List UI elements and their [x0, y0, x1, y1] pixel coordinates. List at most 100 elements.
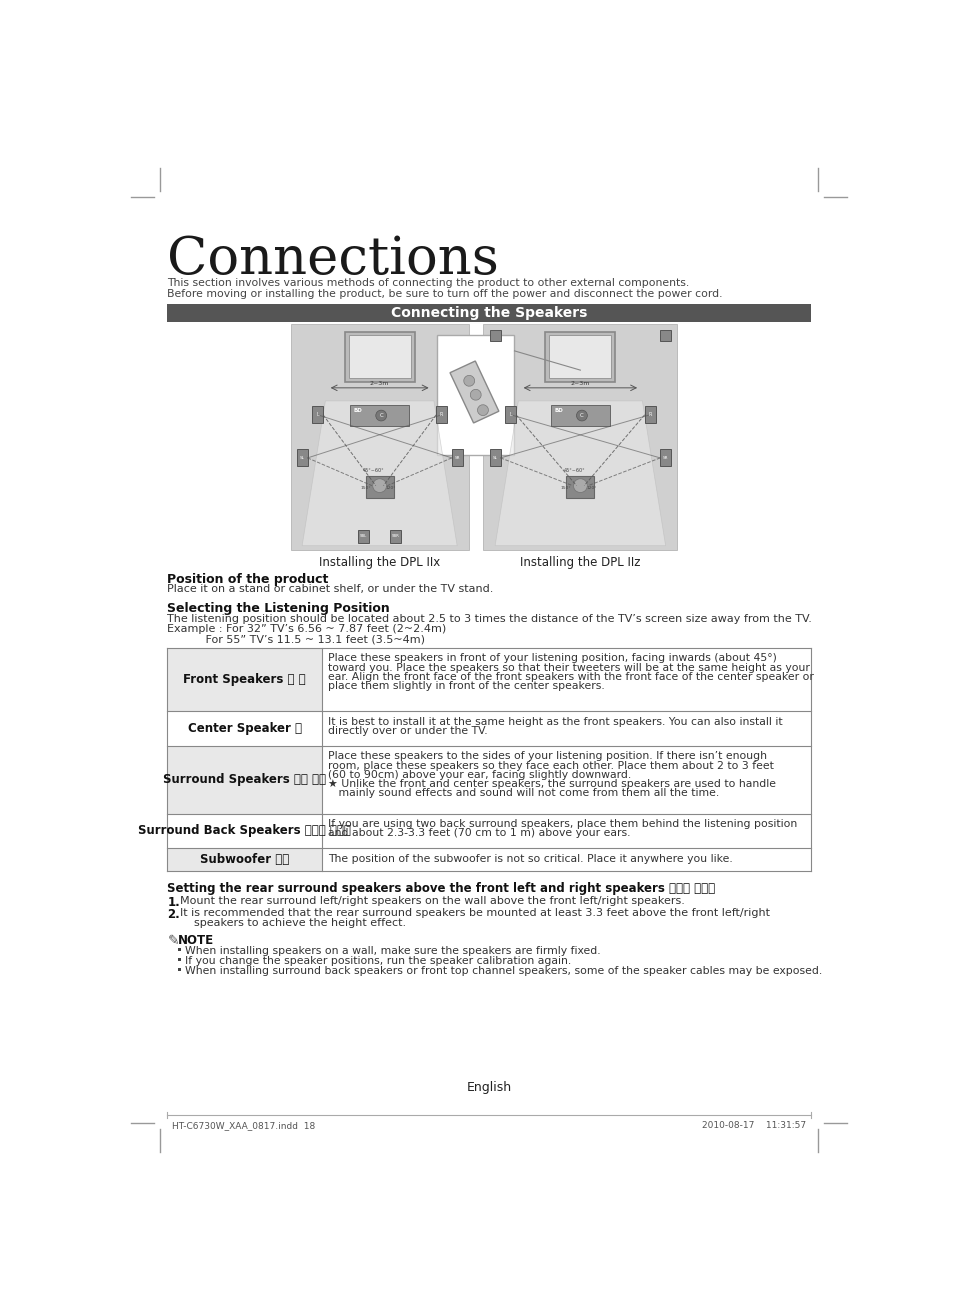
FancyBboxPatch shape — [489, 450, 500, 467]
FancyBboxPatch shape — [545, 332, 615, 382]
Text: If you are using two back surround speakers, place them behind the listening pos: If you are using two back surround speak… — [328, 819, 797, 829]
Text: mainly sound effects and sound will not come from them all the time.: mainly sound effects and sound will not … — [328, 788, 719, 799]
FancyBboxPatch shape — [659, 331, 670, 341]
Text: L: L — [316, 412, 318, 417]
Text: Example : For 32” TV’s 6.56 ~ 7.87 feet (2~2.4m): Example : For 32” TV’s 6.56 ~ 7.87 feet … — [167, 625, 446, 634]
FancyBboxPatch shape — [365, 476, 394, 498]
FancyBboxPatch shape — [550, 405, 609, 426]
Text: When installing surround back speakers or front top channel speakers, some of th: When installing surround back speakers o… — [185, 966, 821, 976]
Text: ★ Unlike the front and center speakers, the surround speakers are used to handle: ★ Unlike the front and center speakers, … — [328, 779, 776, 789]
FancyBboxPatch shape — [549, 336, 611, 378]
Text: 2~3m: 2~3m — [370, 380, 389, 386]
FancyBboxPatch shape — [350, 405, 409, 426]
Text: SBL: SBL — [359, 535, 367, 538]
Polygon shape — [302, 401, 456, 546]
FancyBboxPatch shape — [644, 406, 655, 423]
FancyBboxPatch shape — [483, 324, 677, 549]
Text: BD: BD — [554, 408, 562, 413]
Text: 150°: 150° — [360, 486, 371, 490]
Text: Installing the DPL IIx: Installing the DPL IIx — [318, 555, 440, 569]
Text: Connecting the Speakers: Connecting the Speakers — [391, 306, 586, 320]
Text: 45°~60°: 45°~60° — [563, 468, 584, 473]
FancyBboxPatch shape — [167, 848, 322, 872]
Text: Surround Speakers ⓈⓁ ⓈⓇ: Surround Speakers ⓈⓁ ⓈⓇ — [163, 774, 326, 787]
Text: ear. Align the front face of the front speakers with the front face of the cente: ear. Align the front face of the front s… — [328, 672, 814, 682]
FancyBboxPatch shape — [312, 406, 323, 423]
Circle shape — [477, 405, 488, 416]
Text: Installing the DPL IIz: Installing the DPL IIz — [519, 555, 640, 569]
FancyBboxPatch shape — [348, 336, 410, 378]
FancyBboxPatch shape — [505, 406, 516, 423]
Text: 45°~60°: 45°~60° — [362, 468, 384, 473]
FancyBboxPatch shape — [357, 531, 369, 542]
Text: Setting the rear surround speakers above the front left and right speakers ⓕⓗⓁ ⓕ: Setting the rear surround speakers above… — [167, 882, 715, 895]
FancyBboxPatch shape — [178, 967, 181, 971]
FancyBboxPatch shape — [450, 361, 498, 423]
Text: speakers to achieve the height effect.: speakers to achieve the height effect. — [180, 918, 406, 928]
FancyBboxPatch shape — [178, 958, 181, 961]
Text: Before moving or installing the product, be sure to turn off the power and disco: Before moving or installing the product,… — [167, 289, 722, 298]
Text: The position of the subwoofer is not so critical. Place it anywhere you like.: The position of the subwoofer is not so … — [328, 853, 733, 864]
FancyBboxPatch shape — [436, 336, 514, 455]
Text: SL: SL — [299, 456, 304, 460]
Text: SBR: SBR — [392, 535, 399, 538]
Circle shape — [373, 478, 386, 493]
Text: 120°: 120° — [586, 486, 597, 490]
Text: Place these speakers in front of your listening position, facing inwards (about : Place these speakers in front of your li… — [328, 654, 777, 664]
Circle shape — [375, 410, 386, 421]
Text: room, place these speakers so they face each other. Place them about 2 to 3 feet: room, place these speakers so they face … — [328, 761, 774, 771]
Text: Surround Back Speakers ⓈⒷⓁ ⓈⒷⓇ: Surround Back Speakers ⓈⒷⓁ ⓈⒷⓇ — [138, 825, 351, 838]
FancyBboxPatch shape — [291, 324, 468, 549]
Text: 2010-08-17    11:31:57: 2010-08-17 11:31:57 — [701, 1121, 805, 1129]
Circle shape — [463, 375, 475, 386]
Text: C: C — [379, 413, 383, 418]
Text: SR: SR — [662, 456, 668, 460]
Text: Center Speaker Ⓒ: Center Speaker Ⓒ — [188, 721, 301, 735]
Text: Place it on a stand or cabinet shelf, or under the TV stand.: Place it on a stand or cabinet shelf, or… — [167, 584, 493, 595]
Circle shape — [470, 389, 480, 400]
Text: 2.: 2. — [167, 907, 180, 920]
FancyBboxPatch shape — [167, 305, 810, 323]
Circle shape — [576, 410, 587, 421]
Text: 1.: 1. — [167, 897, 180, 910]
FancyBboxPatch shape — [452, 450, 462, 467]
Text: Connections: Connections — [167, 234, 498, 285]
Text: 2~3m: 2~3m — [570, 380, 590, 386]
FancyBboxPatch shape — [167, 746, 322, 814]
Polygon shape — [495, 401, 665, 546]
Text: R: R — [439, 412, 443, 417]
Text: HT-C6730W_XAA_0817.indd  18: HT-C6730W_XAA_0817.indd 18 — [172, 1121, 314, 1129]
Text: Mount the rear surround left/right speakers on the wall above the front left/rig: Mount the rear surround left/right speak… — [180, 897, 684, 906]
Text: Subwoofer ⓈⓌ: Subwoofer ⓈⓌ — [200, 853, 289, 867]
Text: Front Speakers Ⓛ Ⓡ: Front Speakers Ⓛ Ⓡ — [183, 673, 306, 686]
Text: English: English — [466, 1081, 511, 1094]
Text: ✎: ✎ — [167, 933, 179, 948]
Text: NOTE: NOTE — [178, 933, 214, 946]
FancyBboxPatch shape — [659, 450, 670, 467]
Text: R: R — [648, 412, 651, 417]
FancyBboxPatch shape — [566, 476, 594, 498]
FancyBboxPatch shape — [178, 948, 181, 950]
Text: L: L — [509, 412, 512, 417]
Text: 150°: 150° — [560, 486, 571, 490]
Text: 120°: 120° — [385, 486, 395, 490]
Text: It is best to install it at the same height as the front speakers. You can also : It is best to install it at the same hei… — [328, 716, 782, 727]
Text: directly over or under the TV.: directly over or under the TV. — [328, 725, 488, 736]
Text: If you change the speaker positions, run the speaker calibration again.: If you change the speaker positions, run… — [185, 957, 571, 966]
Text: (60 to 90cm) above your ear, facing slightly downward.: (60 to 90cm) above your ear, facing slig… — [328, 770, 631, 780]
FancyBboxPatch shape — [296, 450, 307, 467]
Text: SL: SL — [492, 456, 497, 460]
Text: Selecting the Listening Position: Selecting the Listening Position — [167, 603, 390, 614]
Text: place them slightly in front of the center speakers.: place them slightly in front of the cent… — [328, 681, 604, 691]
Text: SR: SR — [454, 456, 459, 460]
FancyBboxPatch shape — [344, 332, 415, 382]
Text: Place these speakers to the sides of your listening position. If there isn’t eno: Place these speakers to the sides of you… — [328, 752, 767, 761]
FancyBboxPatch shape — [436, 406, 447, 423]
Text: When installing speakers on a wall, make sure the speakers are firmly fixed.: When installing speakers on a wall, make… — [185, 946, 600, 957]
Text: The listening position should be located about 2.5 to 3 times the distance of th: The listening position should be located… — [167, 614, 811, 625]
FancyBboxPatch shape — [489, 331, 500, 341]
Text: It is recommended that the rear surround speakers be mounted at least 3.3 feet a: It is recommended that the rear surround… — [180, 907, 770, 918]
Text: and about 2.3-3.3 feet (70 cm to 1 m) above your ears.: and about 2.3-3.3 feet (70 cm to 1 m) ab… — [328, 829, 630, 838]
FancyBboxPatch shape — [390, 531, 401, 542]
Text: For 55” TV’s 11.5 ~ 13.1 feet (3.5~4m): For 55” TV’s 11.5 ~ 13.1 feet (3.5~4m) — [167, 634, 425, 644]
